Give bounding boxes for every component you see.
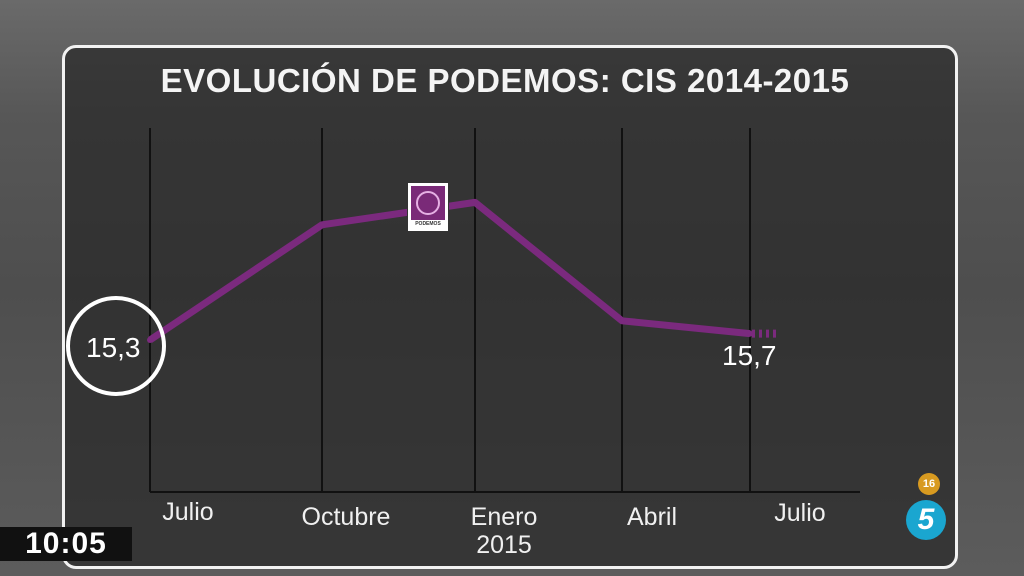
data-label-first: 15,3: [86, 332, 141, 363]
x-tick-label: Julio: [162, 498, 214, 526]
x-tick-label: Octubre: [301, 503, 391, 531]
clock: 10:05: [0, 527, 132, 561]
data-point: [747, 330, 753, 337]
data-point: [147, 337, 153, 343]
podemos-logo: PODEMOS: [407, 182, 449, 232]
x-tick-label: Abril: [626, 503, 677, 531]
x-tick-label: Julio: [774, 499, 826, 527]
data-point: [472, 199, 478, 206]
age-rating-badge: 16: [918, 473, 940, 495]
channel-logo: 5: [906, 500, 946, 540]
data-point: [619, 317, 625, 324]
highlight-circle: [66, 296, 166, 396]
data-label-last: 15,7: [722, 340, 777, 371]
x-tick-label: Enero 2015: [470, 503, 538, 559]
chart-panel: [62, 45, 958, 569]
chart-title: EVOLUCIÓN DE PODEMOS: CIS 2014-2015: [160, 62, 850, 99]
data-point: [319, 221, 325, 228]
series-line: [148, 198, 751, 343]
